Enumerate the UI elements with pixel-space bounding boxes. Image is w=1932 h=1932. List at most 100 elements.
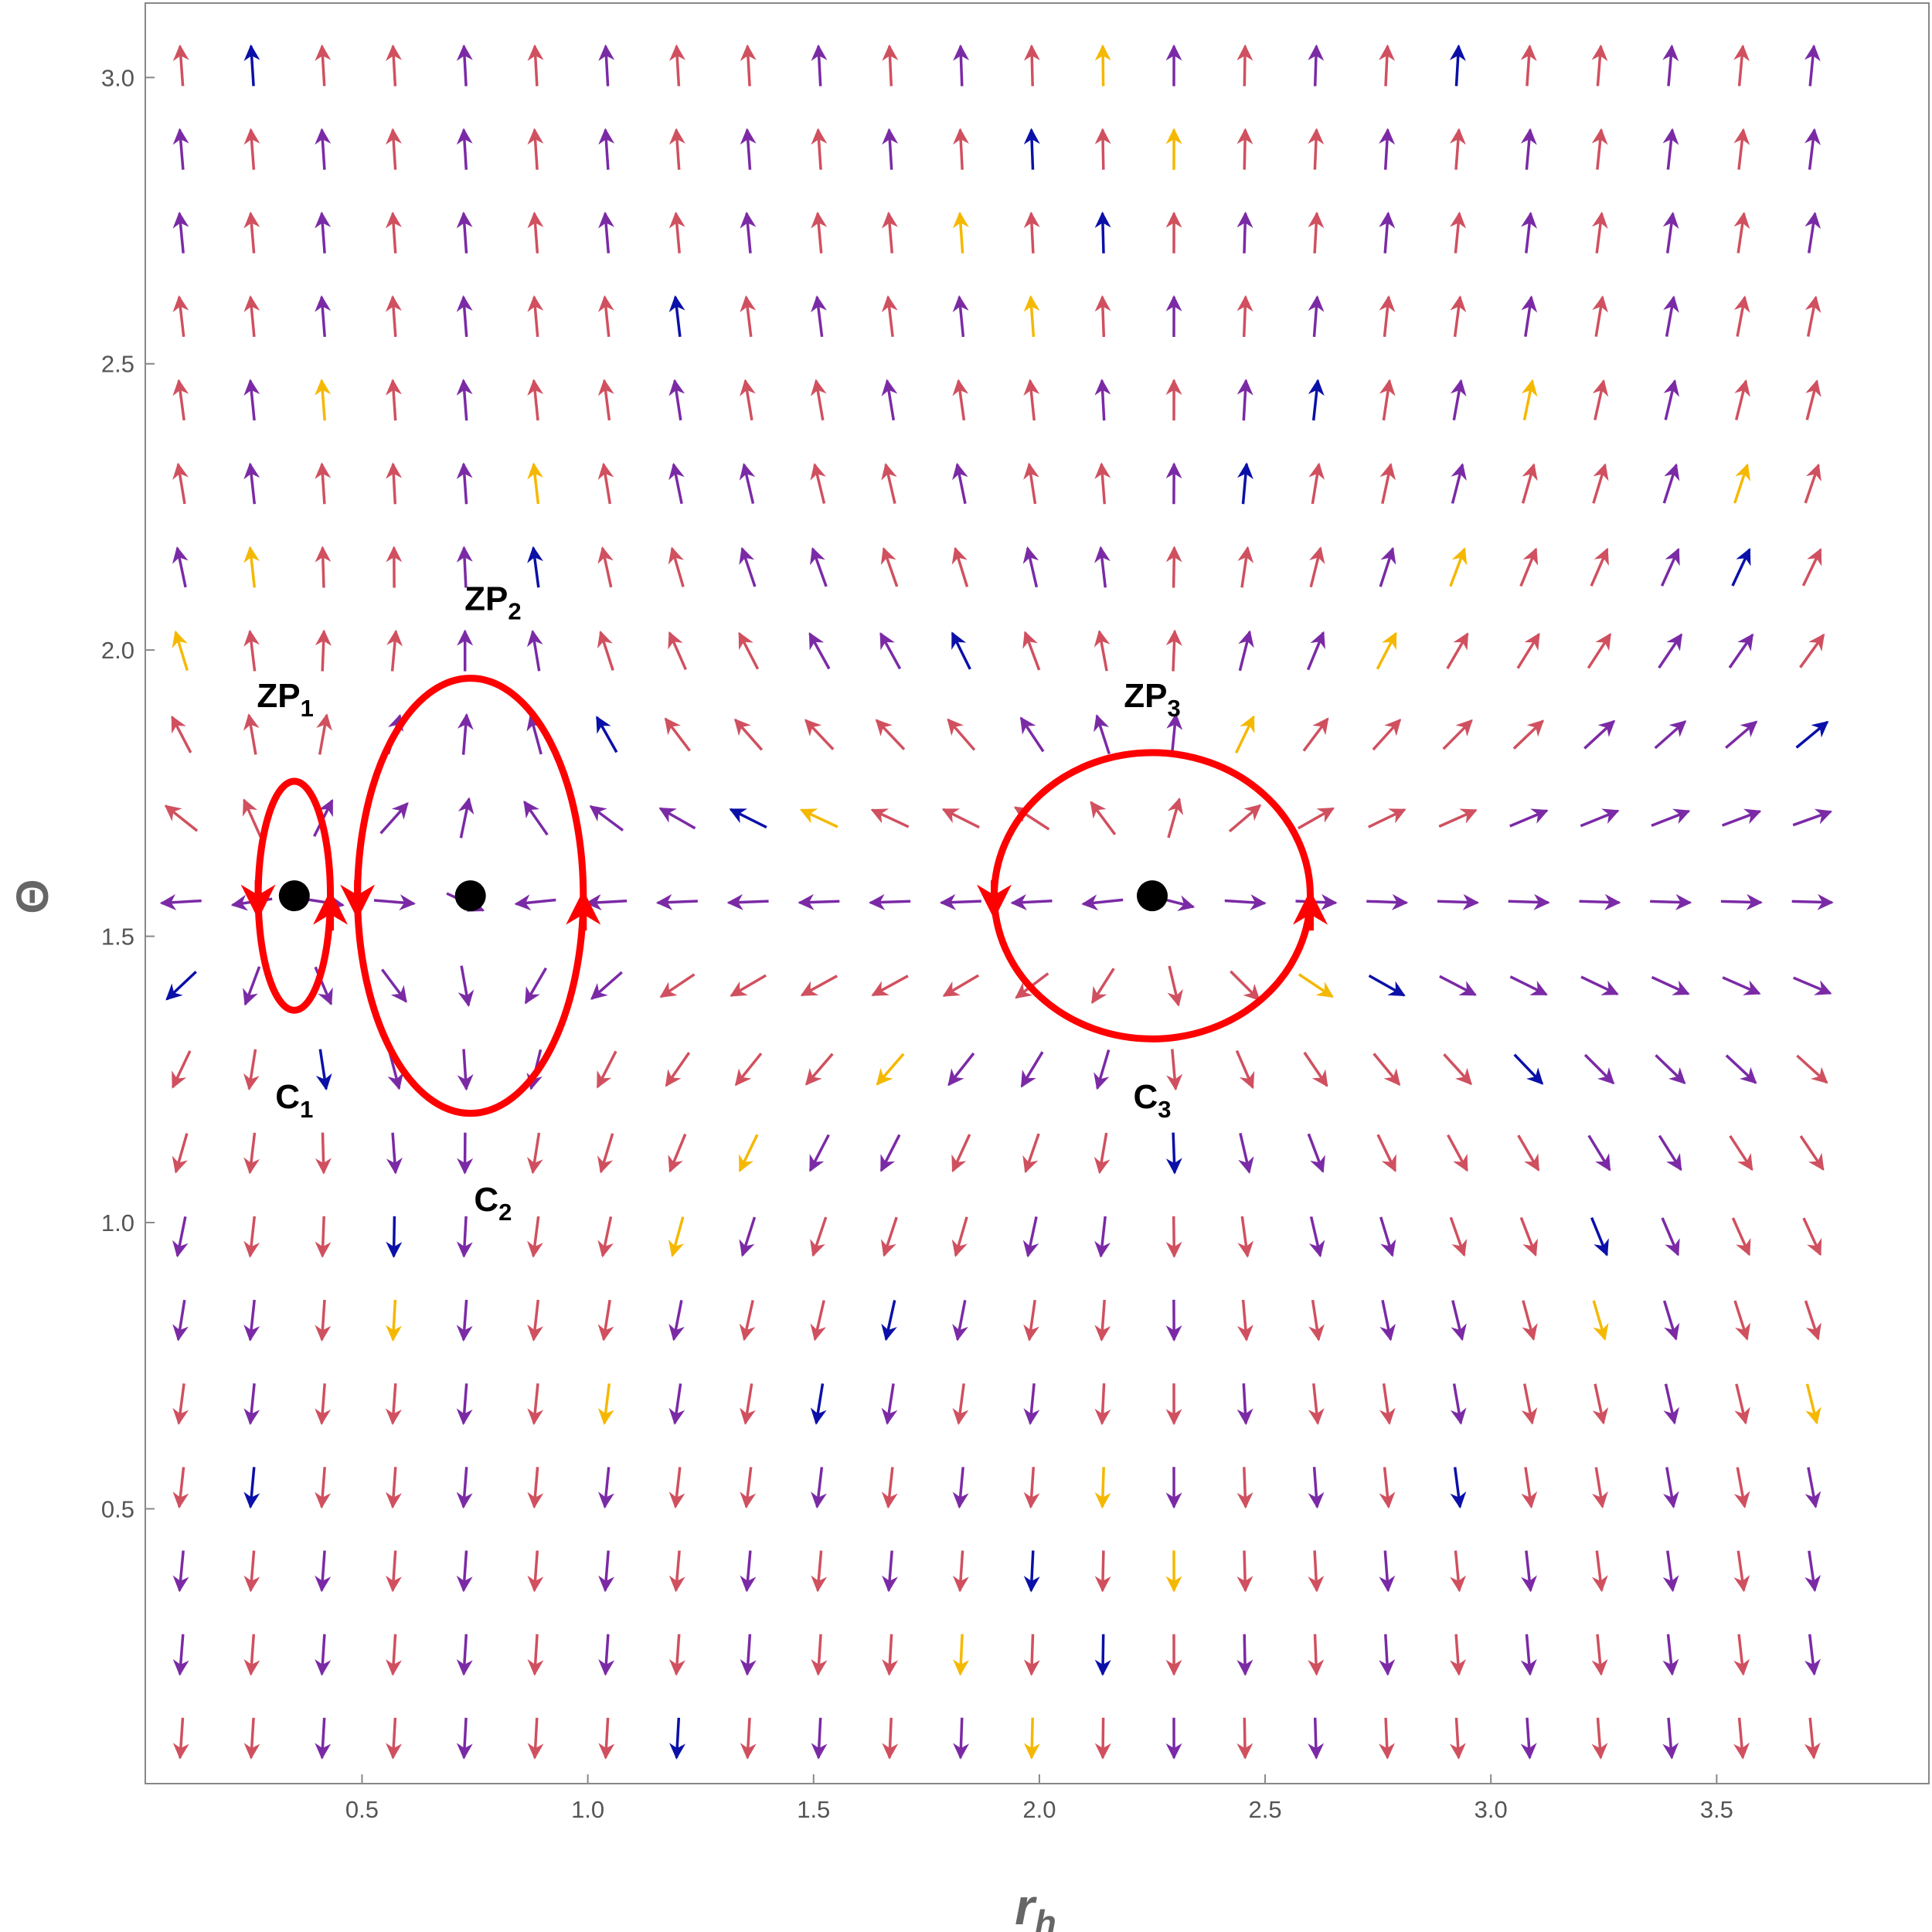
field-arrow xyxy=(799,808,838,828)
field-arrow xyxy=(527,546,543,588)
field-arrow xyxy=(740,1550,757,1593)
zero-points: ZP1 ZP2 ZP3 xyxy=(257,580,1181,912)
field-arrow xyxy=(952,128,969,170)
field-arrow xyxy=(951,1134,971,1173)
field-arrow xyxy=(1520,1717,1537,1760)
field-arrow xyxy=(871,975,909,997)
field-arrow xyxy=(1438,808,1478,828)
field-arrow xyxy=(456,1299,473,1342)
field-arrow xyxy=(457,1049,474,1091)
field-arrow xyxy=(1591,128,1608,170)
field-arrow xyxy=(1733,44,1750,87)
field-arrow xyxy=(1379,462,1396,505)
field-arrow xyxy=(1521,1467,1538,1509)
field-arrow xyxy=(1020,1051,1044,1088)
field-arrow xyxy=(172,128,189,170)
field-arrow xyxy=(1165,1216,1182,1258)
field-arrow xyxy=(1580,808,1620,828)
field-arrow xyxy=(664,717,691,752)
field-arrow xyxy=(315,1467,332,1509)
field-arrow xyxy=(598,211,615,253)
field-arrow xyxy=(1094,44,1111,87)
field-arrow xyxy=(1450,1634,1466,1676)
field-arrow xyxy=(1236,211,1253,253)
zero-point-2 xyxy=(454,880,486,912)
x-tick-label: 1.0 xyxy=(571,1796,604,1823)
field-arrow xyxy=(1804,212,1821,253)
field-arrow xyxy=(165,971,197,1001)
field-arrow xyxy=(1376,631,1397,670)
y-tick-label: 1.0 xyxy=(101,1209,134,1236)
field-arrow xyxy=(740,295,757,338)
field-arrow xyxy=(1583,719,1616,750)
field-arrow xyxy=(1236,1634,1253,1676)
field-arrow xyxy=(1022,631,1041,671)
field-arrow xyxy=(1308,1467,1325,1509)
field-arrow xyxy=(726,893,769,910)
y-tick-label: 3.0 xyxy=(101,64,134,91)
field-arrow xyxy=(734,1053,763,1087)
field-arrow xyxy=(1165,629,1182,672)
field-arrow xyxy=(798,893,840,910)
field-arrow xyxy=(882,211,898,253)
field-arrow xyxy=(386,1634,402,1676)
field-arrow xyxy=(882,1717,899,1760)
field-arrow xyxy=(1592,379,1609,420)
field-arrow xyxy=(1521,379,1538,420)
field-arrow xyxy=(1450,1550,1467,1593)
field-arrow xyxy=(1094,1634,1111,1676)
field-arrow xyxy=(810,379,827,421)
field-arrow xyxy=(380,968,407,1003)
zero-point-2-label: ZP2 xyxy=(464,580,521,624)
field-arrow xyxy=(315,546,332,588)
field-arrow xyxy=(1663,295,1679,337)
field-arrow xyxy=(1165,546,1182,588)
field-arrow xyxy=(1303,1051,1328,1087)
field-arrow xyxy=(1379,44,1396,87)
field-arrow xyxy=(514,894,556,911)
field-arrow xyxy=(1094,294,1111,338)
field-arrow xyxy=(1733,1300,1751,1341)
field-arrow xyxy=(1590,547,1609,587)
field-arrow xyxy=(1379,1717,1396,1760)
y-axis-label: Θ xyxy=(8,879,58,913)
field-arrow xyxy=(1236,379,1253,421)
field-arrow xyxy=(1308,1299,1325,1342)
field-arrow xyxy=(1662,1550,1679,1593)
field-arrow xyxy=(172,462,189,505)
field-arrow xyxy=(243,713,260,755)
field-arrow xyxy=(171,715,192,753)
field-arrow xyxy=(1308,211,1325,253)
field-arrow xyxy=(164,804,199,832)
field-arrow xyxy=(243,966,261,1006)
zero-point-1 xyxy=(278,880,310,912)
field-arrow xyxy=(811,1467,827,1509)
field-arrow xyxy=(598,1550,615,1593)
field-arrow xyxy=(1662,44,1679,87)
field-arrow xyxy=(1655,1054,1686,1084)
field-arrow xyxy=(1224,894,1267,911)
field-arrow xyxy=(386,1299,403,1342)
field-arrow xyxy=(1308,295,1325,338)
field-arrow xyxy=(243,1299,260,1342)
field-arrow xyxy=(172,1467,189,1509)
field-arrow xyxy=(1663,379,1680,420)
field-arrow xyxy=(385,1550,402,1593)
field-arrow xyxy=(1513,1053,1544,1085)
field-arrow xyxy=(456,1216,473,1258)
field-arrow xyxy=(315,1299,332,1342)
field-arrow xyxy=(1236,1717,1253,1760)
x-tick-label: 0.5 xyxy=(345,1796,379,1823)
field-arrow xyxy=(315,1634,332,1676)
field-arrow xyxy=(1372,1053,1401,1087)
field-arrow xyxy=(597,1299,614,1342)
field-arrow xyxy=(1522,1300,1538,1342)
field-arrow xyxy=(1236,1299,1253,1342)
field-arrow xyxy=(668,1216,685,1257)
field-arrow xyxy=(172,295,189,337)
field-arrow xyxy=(1449,1717,1466,1760)
field-arrow xyxy=(1804,463,1821,504)
field-arrow xyxy=(243,44,260,87)
field-arrow xyxy=(379,802,409,835)
